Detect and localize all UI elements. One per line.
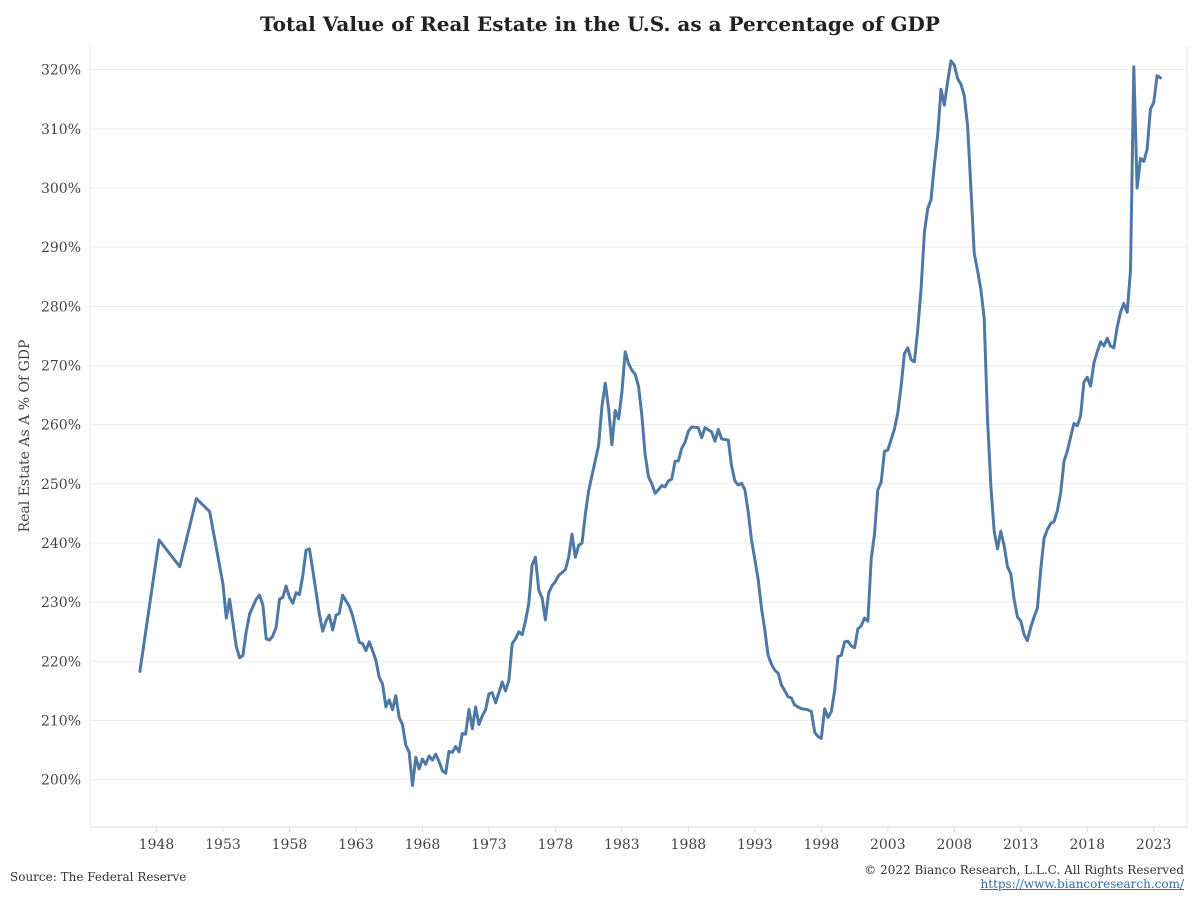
x-tick-label: 2008 <box>936 837 972 853</box>
x-tick-label: 1958 <box>272 837 308 853</box>
x-tick-label: 2003 <box>870 837 906 853</box>
website-link[interactable]: https://www.biancoresearch.com/ <box>980 877 1184 891</box>
y-tick-label: 270% <box>41 359 81 375</box>
x-tick-label: 1983 <box>604 837 640 853</box>
y-tick-label: 220% <box>41 654 81 670</box>
y-tick-label: 200% <box>41 773 81 789</box>
x-tick-label: 2023 <box>1136 837 1172 853</box>
source-note: Source: The Federal Reserve <box>10 870 187 884</box>
x-tick-label: 1973 <box>471 837 507 853</box>
x-tick-label: 2018 <box>1069 837 1105 853</box>
y-tick-label: 230% <box>41 595 81 611</box>
x-tick-label: 1998 <box>804 837 840 853</box>
chart-title: Total Value of Real Estate in the U.S. a… <box>260 12 940 36</box>
x-tick-label: 2013 <box>1003 837 1039 853</box>
y-axis-ticks: 200% 210% 220% 230% 240% 250% 260% 270% 280% 290%… <box>41 63 81 789</box>
y-tick-label: 300% <box>41 181 81 197</box>
x-tick-label: 1968 <box>405 837 441 853</box>
grid-lines <box>90 69 1187 781</box>
copyright-text: © 2022 Bianco Research, L.L.C. All Right… <box>864 863 1184 877</box>
y-tick-label: 210% <box>41 714 81 730</box>
x-tick-label: 1988 <box>671 837 707 853</box>
x-axis-ticks: 1948 1953 1958 1963 1968 1973 1978 1983 1988 1993… <box>139 827 1172 853</box>
series-layer <box>138 59 1162 788</box>
y-tick-label: 250% <box>41 477 81 493</box>
y-tick-label: 310% <box>41 122 81 138</box>
y-tick-label: 290% <box>41 240 81 256</box>
x-tick-label: 1978 <box>538 837 574 853</box>
x-tick-label: 1953 <box>205 837 241 853</box>
y-tick-label: 240% <box>41 536 81 552</box>
series-line <box>138 59 1162 788</box>
y-tick-label: 260% <box>41 418 81 434</box>
x-tick-label: 1963 <box>338 837 374 853</box>
copyright-note: © 2022 Bianco Research, L.L.C. All Right… <box>864 863 1184 891</box>
x-tick-label: 1948 <box>139 837 175 853</box>
y-axis-title: Real Estate As A % Of GDP <box>17 340 33 533</box>
y-tick-label: 280% <box>41 299 81 315</box>
axes <box>89 46 1188 828</box>
y-tick-label: 320% <box>41 63 81 79</box>
x-tick-label: 1993 <box>737 837 773 853</box>
